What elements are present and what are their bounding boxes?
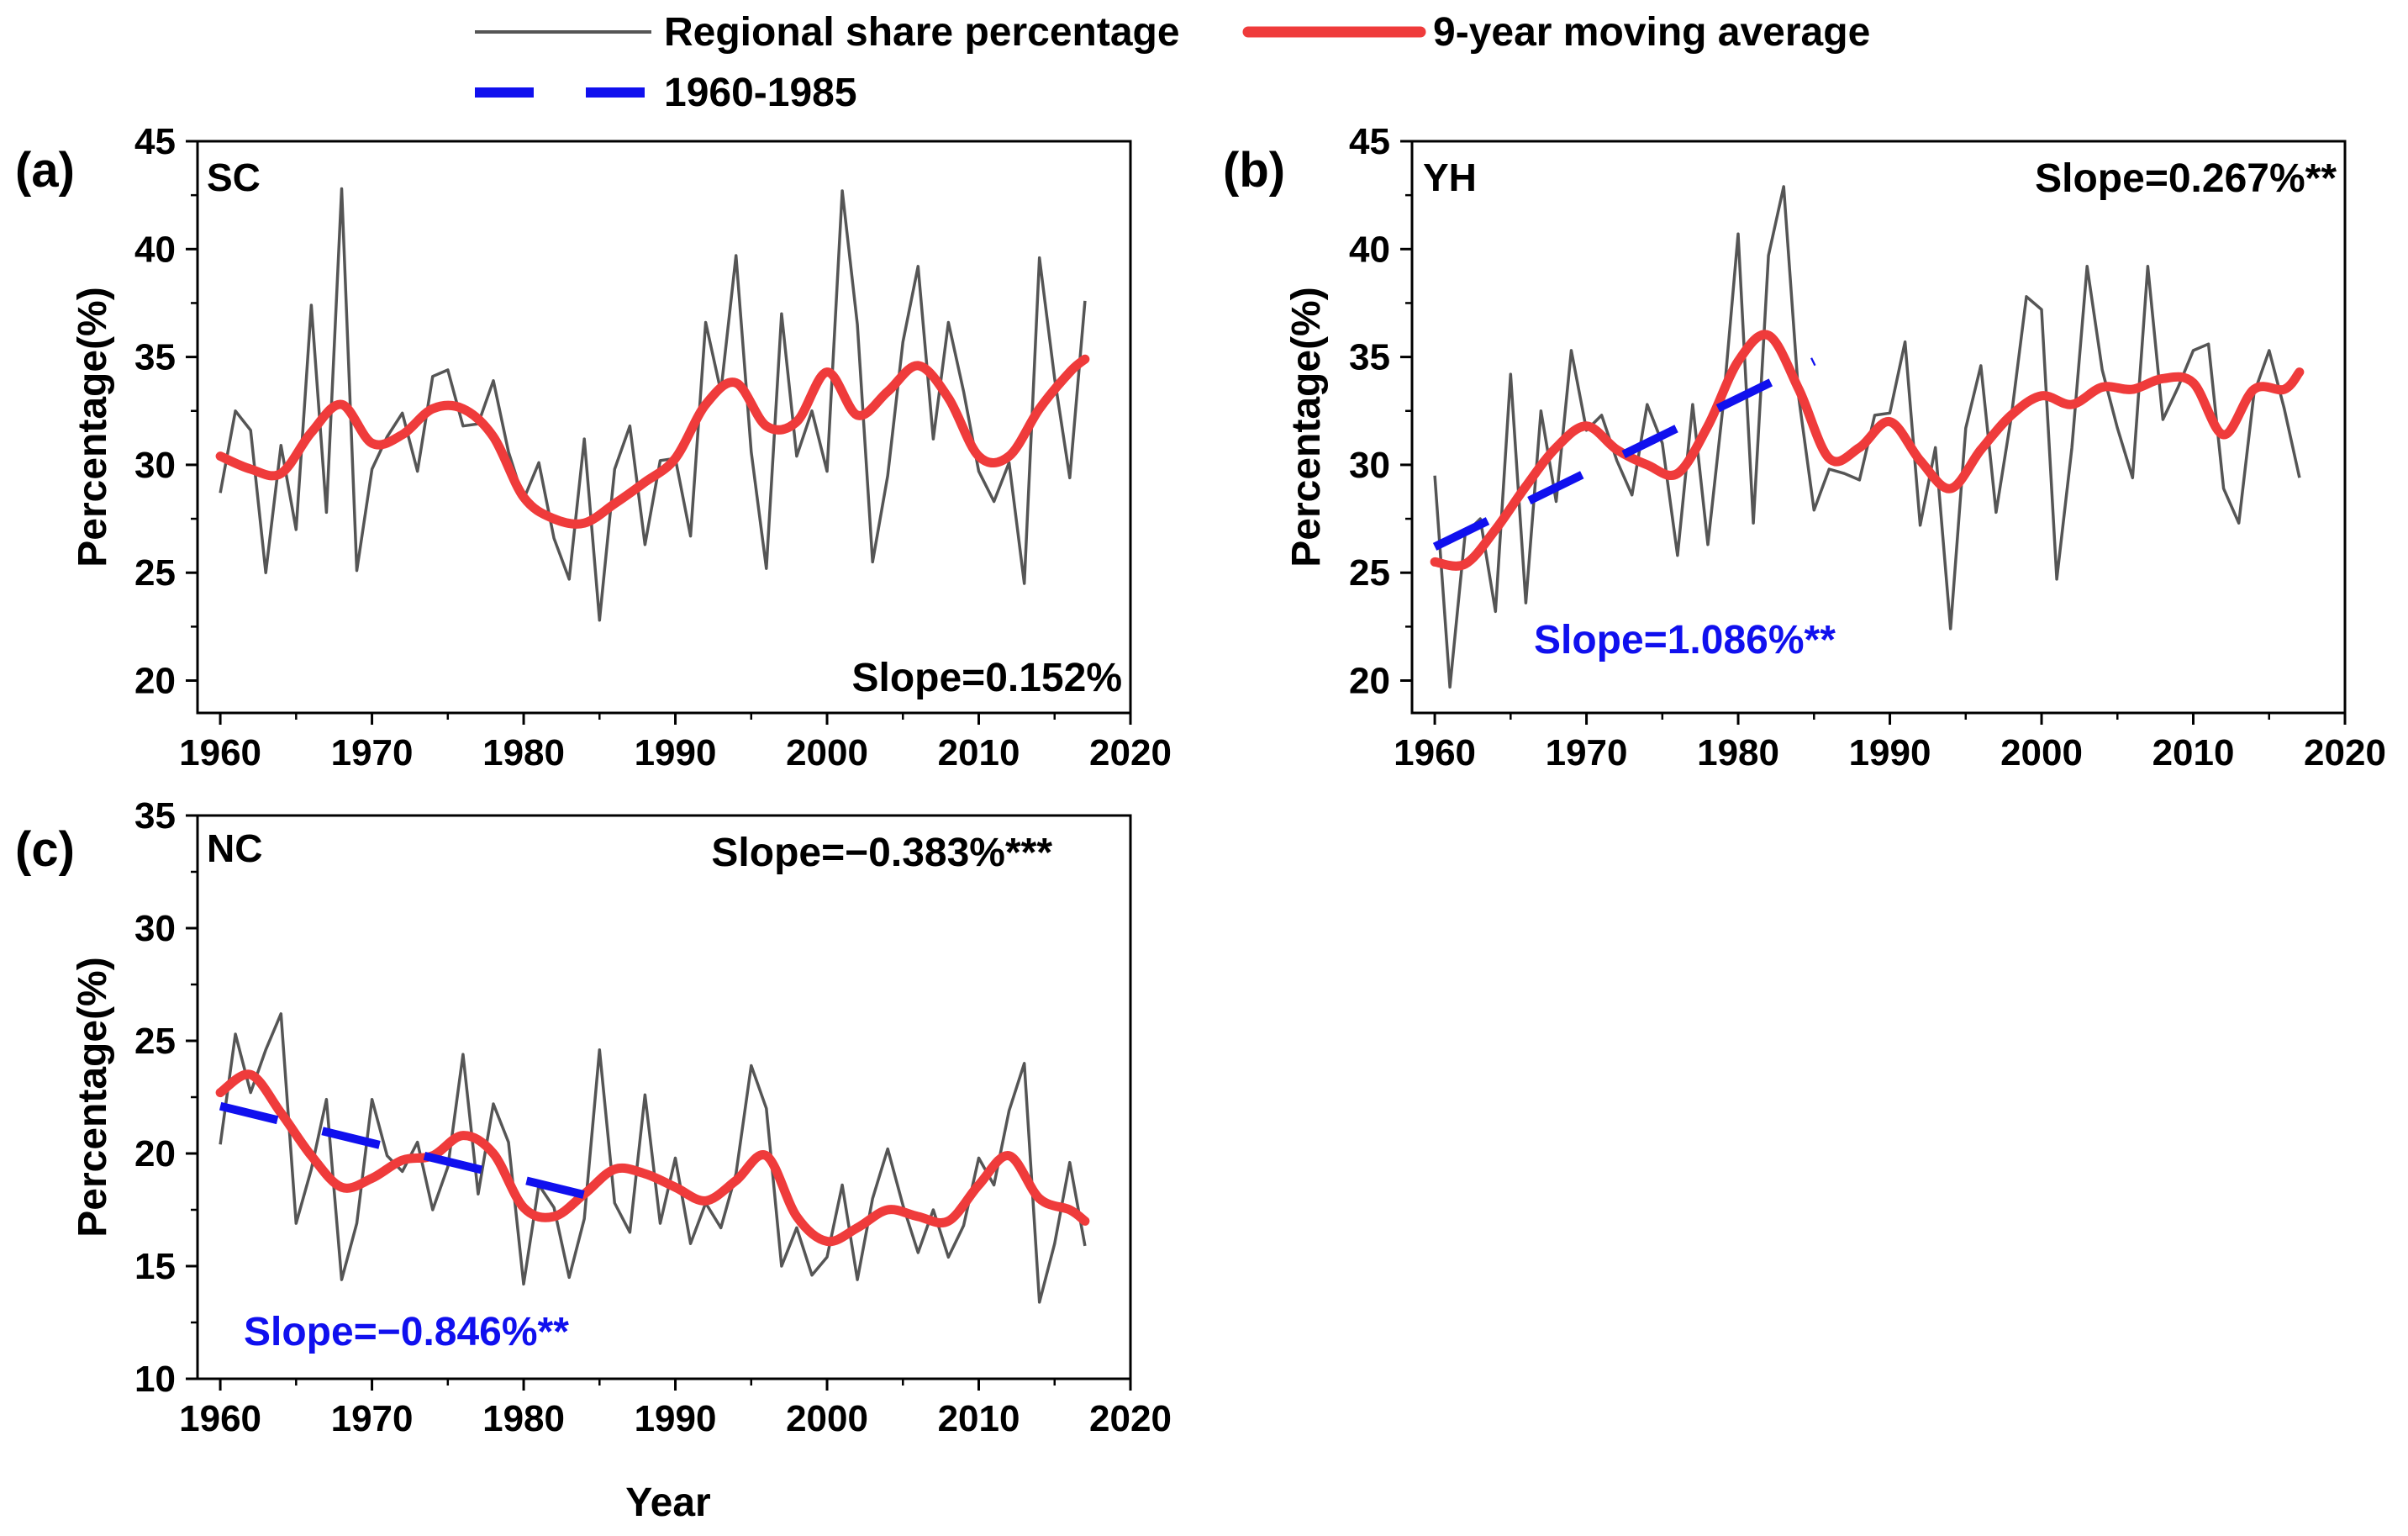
panel-c-ytick-label-15: 15	[134, 1246, 176, 1287]
panel-c-label: (c)	[15, 822, 75, 877]
panel-a-label: (a)	[15, 143, 75, 198]
panel-a-xtick-label-2020: 2020	[1089, 732, 1172, 773]
panel-b-ytick-label-30: 30	[1349, 445, 1390, 486]
panel-c-ytick-label-10: 10	[134, 1359, 176, 1400]
panel-a-frame	[196, 140, 1132, 715]
panel-c-ytick-label-30: 30	[134, 908, 176, 949]
panel-b-frame	[1410, 140, 2347, 715]
panel-c-slope-1960-1985: Slope=−0.846%**	[244, 1310, 569, 1354]
panel-a-ytick-label-40: 40	[134, 229, 176, 270]
panel-b-xtick-label-2020: 2020	[2304, 732, 2386, 773]
panel-b: (b) 1960 1970 1980 1990 2000 2010 202020253035…	[1223, 121, 2386, 773]
panel-a-xtick-label-2010: 2010	[938, 732, 1020, 773]
panel-b-xtick-label-1960: 1960	[1394, 732, 1476, 773]
panel-b-xtick-label-2000: 2000	[2000, 732, 2083, 773]
legend-label-regional-share: Regional share percentage	[664, 10, 1180, 55]
panel-c-ylabel: Percentage(%)	[71, 957, 115, 1237]
panel-c-xtick-label-1970: 1970	[331, 1398, 414, 1439]
panel-c-xlabel: Year	[625, 1481, 710, 1525]
panel-c-ytick-label-20: 20	[134, 1133, 176, 1174]
panel-c-series-regional-share-percentage	[219, 1012, 1087, 1304]
panel-a-ylabel: Percentage(%)	[71, 287, 115, 567]
panel-b-series-regional-share-percentage	[1433, 185, 2301, 689]
panel-c-region-label: NC	[207, 826, 262, 870]
panel-b-label: (b)	[1223, 143, 1285, 198]
panel-a-ytick-label-35: 35	[134, 337, 176, 378]
panel-c-slope-overall: Slope=−0.383%***	[711, 831, 1052, 875]
panel-b-ytick-label-25: 25	[1349, 552, 1390, 594]
panel-b-xtick-label-1970: 1970	[1546, 732, 1628, 773]
panel-c-ticks: 1960 1970 1980 1990 2000 2010 2020 10 15 20 25 30 35	[134, 795, 1172, 1439]
panel-a-ytick-label-30: 30	[134, 445, 176, 486]
panel-a-plot	[215, 187, 1090, 622]
panel-b-series-9-year-moving-average	[1430, 330, 2305, 571]
panel-a-series-9-year-moving-average	[215, 354, 1090, 529]
panel-b-region-label: YH	[1423, 156, 1477, 199]
panel-a-xtick-label-1990: 1990	[635, 732, 717, 773]
panel-b-slope-1960-1985: Slope=1.086%**	[1534, 618, 1836, 662]
panel-c: (c) 1960 1970 1980 1990 2000 2010 2020 10 15 20 25…	[15, 795, 1172, 1525]
panel-b-ytick-label-45: 45	[1349, 121, 1390, 162]
panel-c-series-9-year-moving-average	[215, 1069, 1090, 1247]
panel-c-xtick-label-1980: 1980	[482, 1398, 565, 1439]
panel-c-ytick-label-25: 25	[134, 1021, 176, 1062]
panel-a-xtick-label-1960: 1960	[179, 732, 261, 773]
panel-b-xtick-label-2010: 2010	[2152, 732, 2235, 773]
panel-c-xtick-label-1990: 1990	[635, 1398, 717, 1439]
panel-c-frame	[196, 814, 1132, 1380]
panel-b-xtick-label-1980: 1980	[1697, 732, 1779, 773]
legend: Regional share percentage 9-year moving …	[475, 10, 1870, 115]
panel-a-ytick-label-45: 45	[134, 121, 176, 162]
panel-c-xtick-label-2020: 2020	[1089, 1398, 1172, 1439]
legend-label-1960-1985: 1960-1985	[664, 71, 857, 115]
panel-c-xtick-label-1960: 1960	[179, 1398, 261, 1439]
panel-a-xtick-label-2000: 2000	[786, 732, 868, 773]
panel-b-series-1960-1985	[1432, 357, 1816, 551]
panel-a: (a) 1960 1970 1980 1990 2000 2010 202020253035…	[15, 121, 1172, 773]
panel-b-ylabel: Percentage(%)	[1284, 287, 1329, 567]
panel-a-slope: Slope=0.152%	[851, 656, 1122, 700]
panel-b-slope-overall: Slope=0.267%**	[2035, 156, 2337, 201]
panel-a-xtick-label-1980: 1980	[482, 732, 565, 773]
panel-b-plot	[1430, 185, 2305, 689]
panel-a-region-label: SC	[207, 156, 261, 199]
panel-b-xtick-label-1990: 1990	[1849, 732, 1931, 773]
panel-b-ytick-label-40: 40	[1349, 229, 1390, 270]
panel-a-ytick-label-25: 25	[134, 552, 176, 594]
legend-label-moving-average: 9-year moving average	[1433, 10, 1870, 55]
panel-c-xtick-label-2000: 2000	[786, 1398, 868, 1439]
panel-a-xtick-label-1970: 1970	[331, 732, 414, 773]
panel-c-series-1960-1985	[219, 1101, 601, 1203]
panel-c-ytick-label-35: 35	[134, 795, 176, 837]
panel-c-plot	[215, 1012, 1090, 1304]
panel-c-xtick-label-2010: 2010	[938, 1398, 1020, 1439]
panel-b-ytick-label-20: 20	[1349, 661, 1390, 702]
panel-b-ytick-label-35: 35	[1349, 337, 1390, 378]
panel-a-ytick-label-20: 20	[134, 661, 176, 702]
